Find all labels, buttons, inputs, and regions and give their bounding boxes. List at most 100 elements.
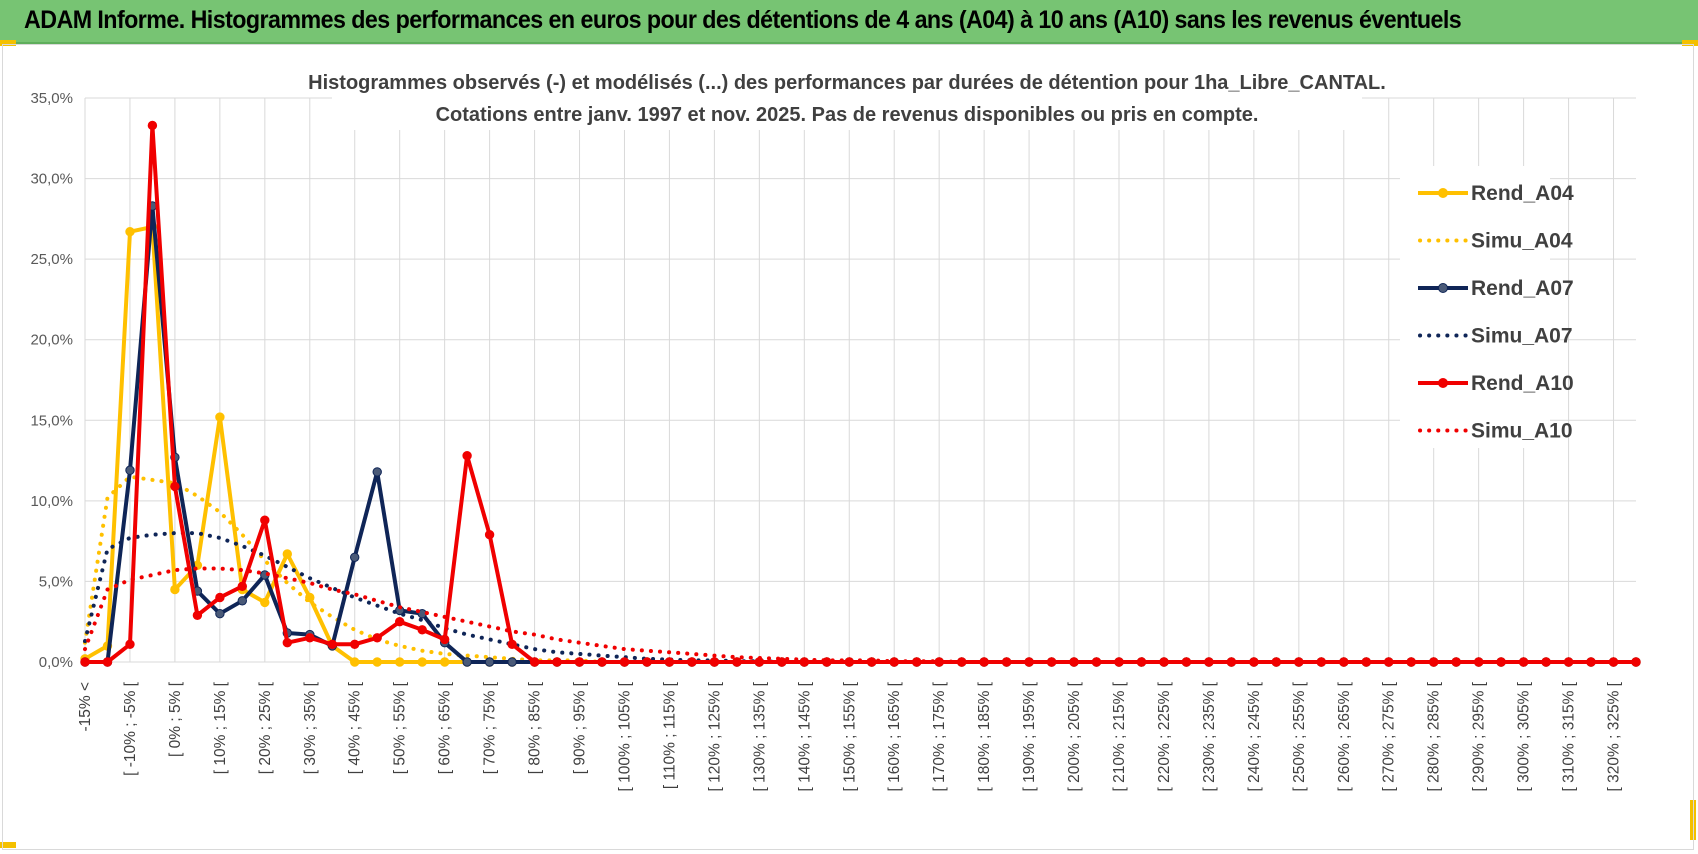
x-tick-label: [ 220% ; 225% [	[1156, 681, 1173, 791]
legend-label: Rend_A04	[1471, 182, 1574, 205]
data-point	[372, 467, 382, 477]
data-point	[350, 639, 360, 649]
y-tick-label: 5,0%	[39, 573, 73, 590]
x-tick-label: [ 320% ; 325% [	[1606, 681, 1623, 791]
y-tick-label: 0,0%	[39, 654, 73, 671]
data-point	[237, 581, 248, 591]
data-point	[125, 639, 135, 649]
series-line	[83, 566, 1638, 664]
data-point	[440, 657, 450, 667]
x-tick-label: [ 200% ; 205% [	[1066, 681, 1083, 791]
y-tick-label: 25,0%	[30, 251, 73, 268]
data-point	[462, 451, 472, 461]
data-point	[147, 120, 158, 131]
data-point	[125, 227, 135, 237]
data-point	[642, 657, 652, 667]
data-point	[305, 633, 315, 643]
legend-marker	[1438, 378, 1448, 388]
legend-label: Simu_A07	[1471, 325, 1573, 348]
legend-marker	[1438, 283, 1448, 293]
data-point	[350, 552, 360, 562]
series-Simu_A07	[83, 531, 1638, 664]
data-point	[282, 549, 292, 559]
y-axis: 0,0% 5,0% 10,0% 15,0% 20,0% 25,0% 30,0% 35,0%	[30, 90, 73, 671]
accent-corner-top-right	[1682, 40, 1698, 46]
data-point	[260, 597, 270, 608]
accent-corner-top-left	[0, 40, 16, 46]
chart-grid	[84, 97, 1636, 663]
data-point	[372, 657, 382, 667]
x-tick-label: [ 170% ; 175% [	[931, 681, 948, 791]
x-tick-label: [ 300% ; 305% [	[1516, 681, 1533, 791]
data-point	[395, 657, 405, 667]
series-Simu_A10	[83, 566, 1638, 664]
x-tick-label: [ 10% ; 15% [	[212, 681, 229, 774]
y-tick-label: 15,0%	[30, 412, 73, 429]
series-line	[83, 474, 1638, 664]
data-point	[417, 657, 427, 667]
x-tick-label: [ 80% ; 85% [	[527, 681, 544, 774]
x-tick-label: [ 180% ; 185% [	[976, 681, 993, 791]
data-point	[215, 609, 225, 619]
x-tick-label: [ 100% ; 105% [	[616, 681, 633, 791]
data-point	[215, 412, 225, 422]
data-point	[1294, 657, 1304, 667]
legend-background	[1400, 166, 1550, 448]
x-tick-label: [ 270% ; 275% [	[1381, 681, 1398, 791]
legend-label: Simu_A10	[1471, 420, 1573, 443]
x-tick-label: [ 160% ; 165% [	[886, 681, 903, 791]
data-point	[687, 657, 697, 667]
x-tick-label: [ 70% ; 75% [	[482, 681, 499, 774]
x-tick-label: [ 110% ; 115% [	[661, 681, 678, 789]
series-Simu_A04	[83, 474, 1638, 664]
data-point	[215, 592, 225, 603]
y-tick-label: 30,0%	[30, 171, 73, 188]
y-tick-label: 35,0%	[30, 90, 73, 107]
data-point	[507, 657, 517, 667]
x-tick-label: [ 20% ; 25% [	[257, 681, 274, 774]
data-point	[484, 657, 495, 667]
x-axis: -15% < [ -10% ; -5% [[ 0% ; 5% [[ 10% ; 1…	[77, 681, 1623, 791]
x-tick-label: [ 230% ; 235% [	[1201, 681, 1218, 791]
data-point	[237, 596, 248, 606]
chart-frame	[2, 44, 1694, 850]
x-tick-label: [ 50% ; 55% [	[392, 681, 409, 774]
chart-title: Histogrammes observés (-) et modélisés (…	[308, 72, 1386, 94]
chart-subtitle: Cotations entre janv. 1997 et nov. 2025.…	[436, 104, 1259, 126]
chart-series	[80, 120, 1641, 667]
data-point	[619, 657, 630, 667]
x-tick-label: [ 250% ; 255% [	[1291, 681, 1308, 791]
x-tick-label: [ 140% ; 145% [	[796, 681, 813, 791]
x-tick-label: [ 190% ; 195% [	[1021, 681, 1038, 791]
x-tick-label: [ 130% ; 135% [	[751, 681, 768, 791]
data-point	[125, 465, 135, 475]
legend-label: Rend_A07	[1471, 277, 1574, 300]
x-tick-label: [ 240% ; 245% [	[1246, 681, 1263, 791]
legend-label: Rend_A10	[1471, 372, 1574, 395]
y-tick-label: 10,0%	[30, 493, 73, 510]
x-tick-label: [ -10% ; -5% [	[122, 681, 139, 776]
x-tick-label: [ 280% ; 285% [	[1426, 681, 1443, 791]
x-tick-label: [ 290% ; 295% [	[1471, 681, 1488, 791]
report-title: ADAM Informe. Histogrammes des performan…	[24, 6, 1462, 34]
y-tick-label: 20,0%	[30, 332, 73, 349]
x-tick-label: [ 260% ; 265% [	[1336, 681, 1353, 791]
data-point	[664, 657, 675, 667]
legend-label: Simu_A04	[1471, 230, 1573, 253]
x-tick-label: [ 90% ; 95% [	[572, 681, 589, 774]
data-point	[170, 481, 180, 492]
x-tick-label: [ 120% ; 125% [	[706, 681, 723, 791]
data-point	[260, 515, 270, 525]
data-point	[709, 657, 720, 667]
data-point	[372, 633, 382, 643]
data-point	[350, 657, 360, 667]
data-point	[529, 657, 540, 667]
data-point	[507, 639, 517, 649]
data-point	[574, 657, 585, 667]
chart-legend: Rend_A04 Simu_A04 Rend_A07 Simu_A07 Rend_A10…	[1400, 166, 1574, 448]
data-point	[440, 634, 450, 645]
x-tick-label: [ 310% ; 315% [	[1561, 681, 1578, 791]
chart-title-background	[332, 60, 1362, 130]
x-tick-label: [ 210% ; 215% [	[1111, 681, 1128, 791]
